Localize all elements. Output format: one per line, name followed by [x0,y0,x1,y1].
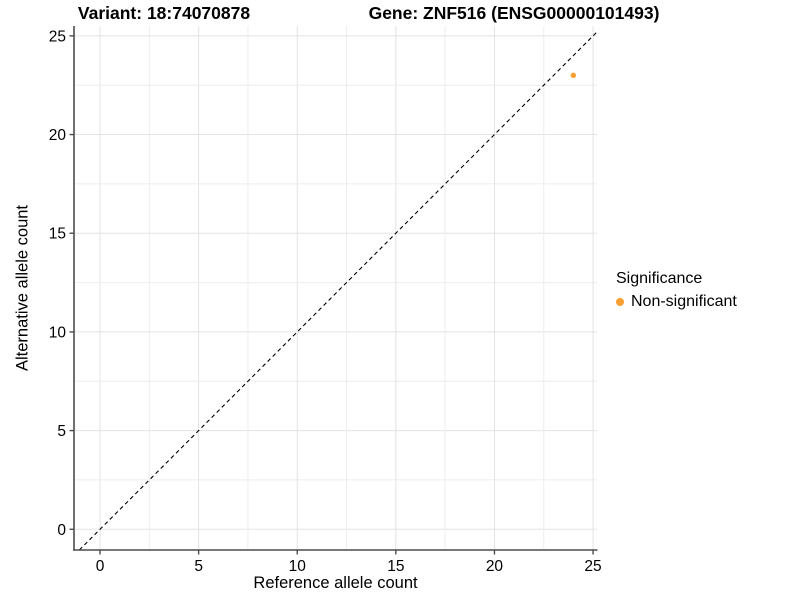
y-tick-label: 20 [49,127,67,144]
x-tick-label: 0 [96,558,105,575]
legend-entry: Non-significant [616,292,737,312]
x-tick-label: 10 [289,558,307,575]
variant-title: Variant: 18:74070878 [77,3,251,23]
legend-title: Significance [616,270,703,287]
y-tick-label: 15 [49,226,66,243]
x-tick-label: 5 [194,558,203,575]
y-tick-label: 0 [57,522,66,539]
x-tick-label: 15 [387,558,404,575]
data-point [570,72,577,79]
x-tick-label: 20 [486,558,504,575]
y-tick-label: 5 [57,423,66,440]
legend: Significance Non-significant [616,269,737,312]
x-tick-label: 25 [584,558,601,575]
y-tick-label: 25 [49,28,66,45]
y-tick-label: 10 [49,324,67,341]
y-axis-title: Alternative allele count [13,204,32,372]
identity-dashed-line [78,31,598,551]
gene-title: Gene: ZNF516 (ENSG00000101493) [368,3,660,23]
legend-point-icon [616,298,624,306]
legend-entry-label: Non-significant [631,293,737,310]
x-axis-title: Reference allele count [253,574,418,592]
